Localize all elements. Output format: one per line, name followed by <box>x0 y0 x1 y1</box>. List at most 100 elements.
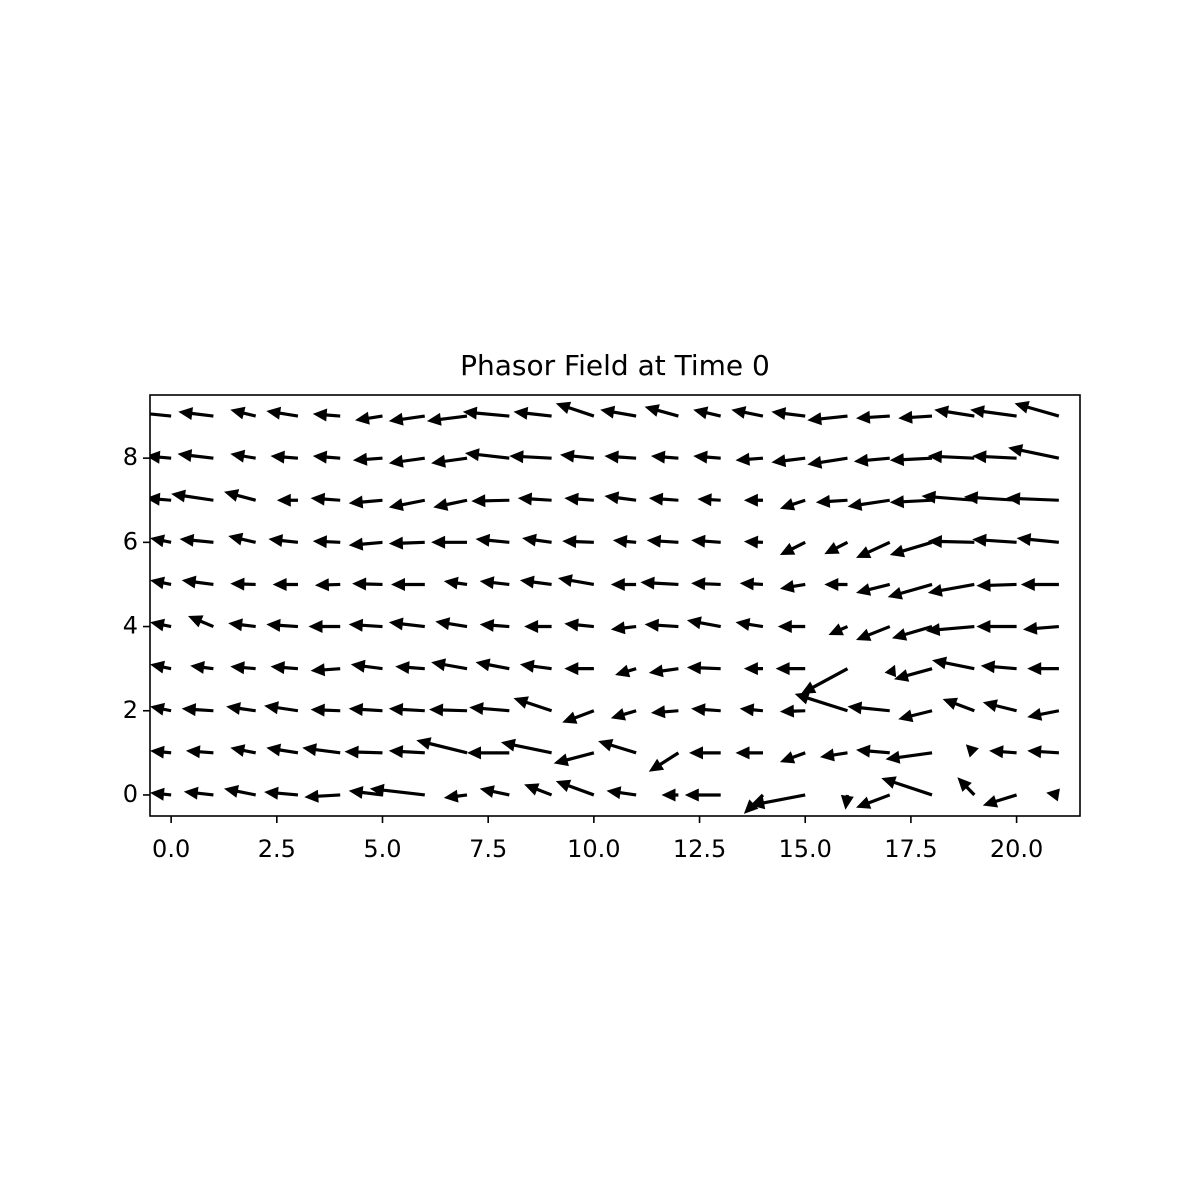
arrow <box>610 621 637 635</box>
arrow <box>963 491 1017 505</box>
arrow <box>150 745 172 759</box>
arrow <box>697 493 721 507</box>
y-tick-label: 8 <box>123 443 138 471</box>
arrow <box>648 751 680 772</box>
arrow <box>564 618 594 632</box>
arrow <box>308 620 341 633</box>
arrow <box>891 625 933 641</box>
arrow <box>388 703 425 716</box>
arrow <box>266 406 299 420</box>
arrow <box>524 620 552 633</box>
y-tick-label: 0 <box>123 780 138 808</box>
x-tick-label: 20.0 <box>990 835 1043 863</box>
arrow <box>894 667 933 682</box>
arrow <box>369 783 425 797</box>
arrow <box>435 617 468 631</box>
arrow <box>150 660 172 674</box>
arrow <box>352 577 383 591</box>
arrow <box>807 412 848 426</box>
x-tick-label: 0.0 <box>152 835 190 863</box>
arrow <box>314 578 341 592</box>
arrow <box>348 786 383 799</box>
arrow <box>807 455 848 469</box>
arrow <box>648 664 679 678</box>
arrow <box>743 662 763 676</box>
chart-title: Phasor Field at Time 0 <box>460 349 770 382</box>
arrow <box>462 406 510 420</box>
arrow <box>188 615 214 628</box>
arrow <box>391 578 425 591</box>
arrow <box>976 578 1017 592</box>
arrow <box>475 658 510 672</box>
arrow <box>970 405 1017 419</box>
arrow <box>1008 444 1060 460</box>
arrow <box>443 576 468 590</box>
arrow <box>564 492 594 506</box>
arrow <box>856 625 891 641</box>
arrow <box>693 406 721 420</box>
arrow <box>443 789 468 803</box>
arrow <box>640 576 679 590</box>
arrow <box>471 494 510 508</box>
arrow <box>743 535 763 549</box>
arrow <box>268 534 299 547</box>
arrow <box>1014 401 1060 418</box>
arrow <box>921 490 975 504</box>
arrow <box>266 618 299 632</box>
arrow <box>779 498 806 511</box>
arrow <box>927 535 975 548</box>
arrow <box>777 620 806 633</box>
arrow <box>522 533 552 547</box>
arrow <box>230 406 257 420</box>
arrow <box>887 582 933 600</box>
arrow <box>230 449 256 463</box>
arrow <box>1027 662 1059 676</box>
arrow <box>885 750 933 764</box>
arrow <box>426 412 468 426</box>
arrow <box>150 412 172 418</box>
arrow <box>925 623 975 636</box>
arrow <box>610 708 637 721</box>
arrow <box>820 748 848 762</box>
x-tick-label: 7.5 <box>469 835 507 863</box>
arrow <box>560 449 594 463</box>
arrow <box>889 453 933 467</box>
arrow <box>270 661 299 675</box>
arrow <box>686 616 721 630</box>
arrow <box>230 744 256 757</box>
arrow <box>230 577 256 591</box>
arrow <box>555 779 595 797</box>
arrow <box>183 786 214 800</box>
arrow <box>272 578 298 591</box>
arrow <box>429 703 468 717</box>
arrow <box>989 745 1017 759</box>
arrow <box>310 492 341 506</box>
arrow <box>181 703 214 717</box>
arrow <box>416 737 468 755</box>
arrow <box>190 661 214 674</box>
arrow <box>355 411 383 425</box>
arrow <box>469 702 510 715</box>
arrow <box>828 623 849 636</box>
arrow <box>957 777 976 797</box>
arrow <box>1022 621 1059 635</box>
arrow <box>739 703 764 717</box>
arrow <box>847 498 890 511</box>
arrow <box>517 492 552 506</box>
arrow <box>646 534 679 548</box>
arrow <box>771 407 806 420</box>
arrow <box>815 494 848 508</box>
arrow <box>270 450 299 464</box>
arrow <box>524 783 553 797</box>
arrow <box>350 659 383 673</box>
arrow <box>976 620 1017 633</box>
arrow <box>181 575 214 589</box>
arrow <box>395 661 425 674</box>
plot-area <box>150 401 1060 814</box>
arrow <box>972 533 1017 547</box>
arrow <box>884 664 897 678</box>
arrow <box>150 702 172 716</box>
arrow <box>824 540 849 555</box>
arrow <box>856 410 890 424</box>
arrow <box>735 618 764 631</box>
